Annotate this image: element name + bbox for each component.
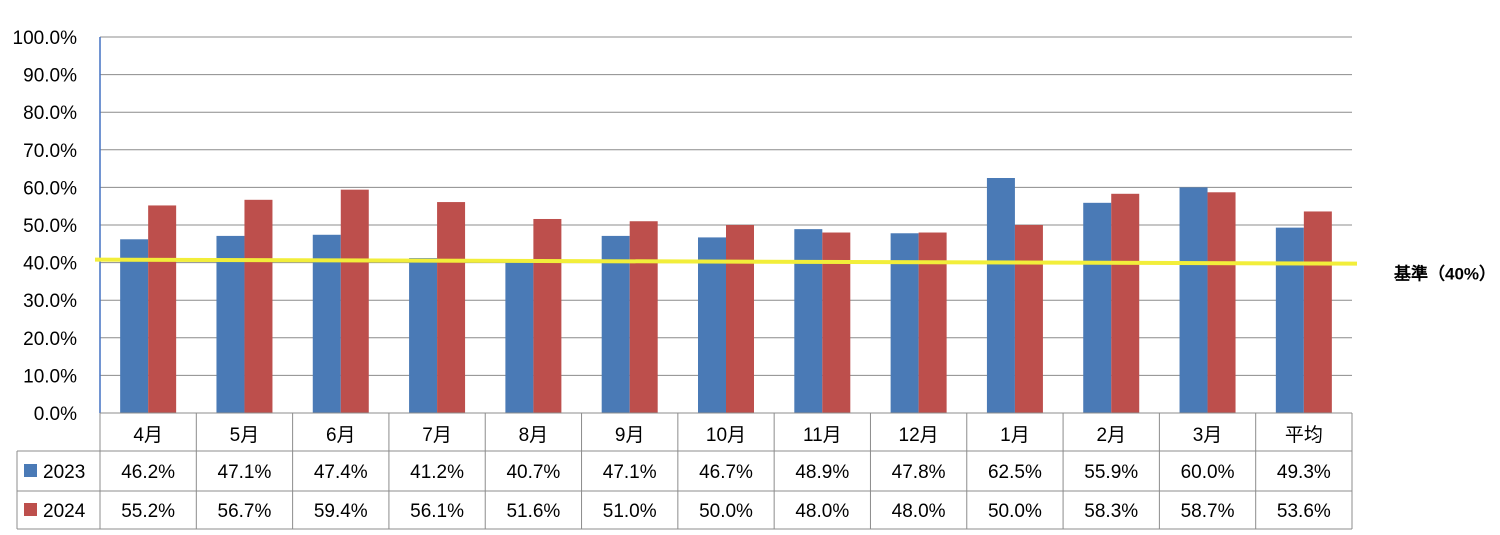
- bar-2024-4: [437, 202, 466, 413]
- bar-2024-12: [1207, 192, 1236, 413]
- table-cell: 59.4%: [314, 501, 368, 522]
- table-cell: 49.3%: [1277, 462, 1331, 483]
- bar-2023-12: [1179, 187, 1208, 413]
- bar-2023-5: [505, 259, 534, 413]
- y-tick-label: 30.0%: [23, 291, 77, 312]
- bar-2023-11: [1083, 202, 1112, 413]
- bars: [120, 178, 1332, 413]
- bar-2023-8: [794, 229, 823, 413]
- category-label: 10月: [706, 425, 746, 446]
- table-cell: 47.1%: [603, 462, 657, 483]
- table-cell: 58.7%: [1181, 501, 1235, 522]
- bar-2024-1: [148, 205, 177, 413]
- legend-swatch-2024: [24, 503, 37, 516]
- bar-2024-2: [244, 199, 273, 413]
- table-cell: 60.0%: [1181, 462, 1235, 483]
- table-cell: 51.0%: [603, 501, 657, 522]
- category-label: 5月: [230, 425, 260, 446]
- table-cell: 47.4%: [314, 462, 368, 483]
- y-tick-label: 0.0%: [34, 404, 77, 425]
- table-cell: 58.3%: [1084, 501, 1138, 522]
- reference-line: 基準（40%）: [94, 257, 1496, 284]
- y-tick-label: 40.0%: [23, 254, 77, 275]
- table-cell: 48.0%: [795, 501, 849, 522]
- bar-2024-13: [1303, 211, 1332, 413]
- y-tick-label: 10.0%: [23, 366, 77, 387]
- bar-2024-5: [533, 218, 562, 413]
- category-label: 8月: [519, 425, 549, 446]
- bar-2024-11: [1111, 193, 1140, 413]
- table-cell: 47.8%: [892, 462, 946, 483]
- table-cell: 62.5%: [988, 462, 1042, 483]
- table-cell: 56.7%: [218, 501, 272, 522]
- category-label: 2月: [1096, 425, 1126, 446]
- category-label: 平均: [1285, 424, 1323, 446]
- category-label: 3月: [1193, 425, 1223, 446]
- table-cell: 50.0%: [988, 501, 1042, 522]
- category-label: 9月: [615, 425, 645, 446]
- bar-2024-8: [822, 232, 851, 413]
- table-cell: 48.0%: [892, 501, 946, 522]
- bar-2023-3: [312, 234, 341, 413]
- category-label: 4月: [133, 425, 163, 446]
- bar-2024-9: [918, 232, 947, 413]
- table-cell: 48.9%: [795, 462, 849, 483]
- table-cell: 50.0%: [699, 501, 753, 522]
- reference-line-40: [94, 257, 1358, 266]
- bar-2024-7: [726, 225, 754, 413]
- bar-2023-6: [601, 235, 630, 413]
- category-label: 7月: [422, 425, 452, 446]
- table-cell: 51.6%: [506, 501, 560, 522]
- table-cell: 46.2%: [121, 462, 175, 483]
- y-tick-label: 70.0%: [23, 141, 77, 162]
- table-cell: 46.7%: [699, 462, 753, 483]
- y-tick-label: 60.0%: [23, 178, 77, 199]
- bar-2024-3: [340, 189, 369, 413]
- y-tick-label: 80.0%: [23, 103, 77, 124]
- bar-2023-7: [698, 237, 726, 413]
- bar-2023-10: [986, 178, 1015, 413]
- legend-label-2023: 2023: [43, 462, 85, 483]
- data-table: 4月 5月 6月 7月 8月 9月 10月 11月 12月 1月 2月 3月 平均 2023 46.2% 47…: [16, 412, 1353, 530]
- table-cell: 47.1%: [218, 462, 272, 483]
- y-axis: 0.0% 10.0% 20.0% 30.0% 40.0% 50.0% 60.0% 70.0% 8…: [13, 28, 101, 425]
- reference-line-label: 基準（40%）: [1393, 264, 1496, 284]
- legend-label-2024: 2024: [43, 501, 86, 522]
- bar-2024-10: [1014, 225, 1043, 413]
- bar-2024-6: [629, 221, 658, 413]
- category-label: 1月: [1000, 425, 1030, 446]
- y-tick-label: 20.0%: [23, 329, 77, 350]
- table-cell: 56.1%: [410, 501, 464, 522]
- category-label: 11月: [803, 425, 842, 446]
- bar-2023-13: [1275, 227, 1304, 413]
- y-tick-label: 100.0%: [13, 28, 78, 49]
- category-label: 12月: [899, 425, 939, 446]
- table-cell: 55.2%: [121, 501, 175, 522]
- table-cell: 41.2%: [410, 462, 464, 483]
- bar-2023-2: [216, 235, 245, 413]
- category-label: 6月: [326, 425, 356, 446]
- bar-2023-1: [120, 239, 149, 413]
- y-tick-label: 90.0%: [23, 66, 77, 87]
- legend-swatch-2023: [24, 464, 37, 477]
- table-cell: 55.9%: [1084, 462, 1138, 483]
- bar-2023-4: [409, 258, 438, 413]
- table-cell: 40.7%: [506, 462, 560, 483]
- y-tick-label: 50.0%: [23, 216, 77, 237]
- table-cell: 53.6%: [1277, 501, 1331, 522]
